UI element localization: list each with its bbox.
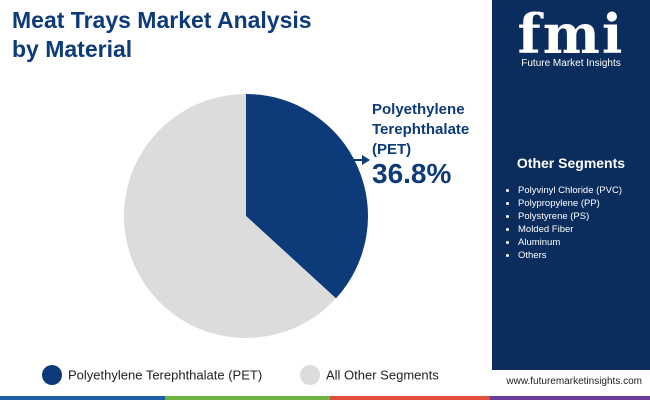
website: www.futuremarketinsights.com	[506, 376, 642, 387]
chart-title: Meat Trays Market Analysis by Material	[12, 7, 312, 62]
logo: fmi	[517, 2, 625, 66]
footer-strip	[0, 396, 650, 400]
pie-slice	[246, 94, 368, 299]
callout-value: 36.8%	[372, 158, 452, 189]
chart: Polyethylene Terephthalate (PET) All Othe…	[42, 94, 439, 385]
legend-swatch	[300, 365, 320, 385]
segment-item: Molded Fiber	[518, 223, 622, 236]
segment-item: Others	[518, 249, 622, 262]
segment-item: Aluminum	[518, 236, 622, 249]
callout-label: Polyethylene Terephthalate (PET)	[372, 101, 470, 158]
legend-swatch	[42, 365, 62, 385]
sidebar: fmi Future Market Insights Other Segment…	[492, 0, 650, 370]
legend-label: Polyethylene Terephthalate (PET)	[68, 367, 262, 382]
pie-slice	[123, 94, 336, 338]
segments-title: Other Segments	[516, 155, 626, 171]
brand-name: Future Market Insights	[521, 58, 621, 69]
segment-item: Polyvinyl Chloride (PVC)	[518, 184, 622, 197]
segment-item: Polypropylene (PP)	[518, 197, 622, 210]
legend-label: All Other Segments	[326, 367, 439, 382]
segment-item: Polystyrene (PS)	[518, 210, 622, 223]
callout-arrow	[362, 155, 370, 165]
segments-list: Polyvinyl Chloride (PVC)Polypropylene (P…	[504, 184, 622, 262]
